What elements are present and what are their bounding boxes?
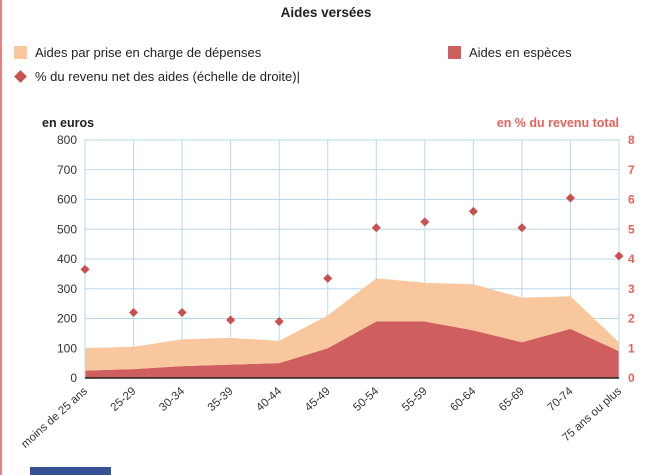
left-tick-label: 700 — [57, 163, 77, 177]
area-series-1 — [85, 278, 619, 371]
left-tick-label: 800 — [57, 133, 77, 147]
x-category-label: 60-64 — [448, 385, 478, 414]
right-tick-label: 3 — [628, 282, 635, 296]
percent-diamond-marker — [80, 264, 90, 274]
legend-item-percent: % du revenu net des aides (échelle de dr… — [14, 69, 300, 84]
legend-label-especes: Aides en espèces — [469, 44, 572, 60]
right-tick-label: 2 — [628, 312, 635, 326]
right-tick-label: 0 — [628, 371, 635, 385]
x-category-label: 40-44 — [254, 385, 284, 414]
legend-item-especes: Aides en espèces — [448, 45, 572, 60]
left-axis-title: en euros — [42, 116, 95, 130]
x-category-label: 45-49 — [303, 385, 333, 414]
percent-diamond-marker — [420, 217, 430, 227]
percent-diamond-marker — [177, 308, 187, 318]
legend-swatch-percent-diamond-icon — [14, 69, 27, 83]
legend: Aides par prise en charge de dépenses Ai… — [14, 40, 644, 88]
percent-diamond-marker — [468, 206, 478, 216]
percent-diamond-marker — [129, 308, 139, 318]
right-axis-title: en % du revenu total — [496, 116, 619, 130]
percent-diamond-marker — [565, 193, 575, 203]
x-category-label: 70-74 — [546, 385, 576, 414]
left-tick-label: 500 — [57, 222, 77, 236]
bottom-blue-strip — [30, 467, 111, 475]
x-category-label: 30-34 — [157, 385, 187, 414]
legend-swatch-depenses-icon — [14, 45, 27, 59]
right-tick-label: 8 — [628, 133, 635, 147]
page-title: Aides versées — [280, 5, 372, 20]
percent-diamond-marker — [517, 223, 527, 233]
left-tick-label: 600 — [57, 193, 77, 207]
percent-diamond-marker — [323, 273, 333, 283]
percent-diamond-marker — [371, 223, 381, 233]
x-category-label: 50-54 — [351, 385, 381, 414]
legend-row-2: % du revenu net des aides (échelle de dr… — [14, 64, 644, 88]
x-category-label: moins de 25 ans — [19, 385, 90, 451]
right-tick-label: 5 — [628, 222, 635, 236]
right-tick-label: 4 — [628, 252, 635, 266]
chart-svg: 0 100 200 300 400 500 600 700 800 0 1 2 3 4 5 6 7 8 moins … — [19, 133, 635, 451]
left-tick-label: 200 — [57, 312, 77, 326]
legend-row-1: Aides par prise en charge de dépenses Ai… — [14, 40, 644, 64]
x-category-label: 55-59 — [400, 385, 430, 414]
legend-label-depenses: Aides par prise en charge de dépenses — [35, 44, 262, 60]
legend-item-depenses: Aides par prise en charge de dépenses — [14, 45, 448, 60]
right-tick-label: 6 — [628, 193, 635, 207]
left-tick-label: 300 — [57, 282, 77, 296]
percent-diamond-marker — [614, 251, 624, 261]
percent-diamond-marker — [274, 316, 284, 326]
x-category-label: 65-69 — [497, 385, 527, 414]
right-tick-label: 7 — [628, 163, 635, 177]
x-category-label: 25-29 — [109, 385, 139, 414]
x-category-label: 35-39 — [206, 385, 236, 414]
left-tick-label: 400 — [57, 252, 77, 266]
left-tick-label: 100 — [57, 341, 77, 355]
right-tick-label: 1 — [628, 341, 635, 355]
page-left-border — [0, 0, 2, 475]
legend-swatch-especes-icon — [448, 45, 461, 59]
percent-diamond-marker — [226, 315, 236, 325]
area-series-0 — [85, 321, 619, 378]
left-tick-label: 0 — [70, 371, 77, 385]
legend-label-percent: % du revenu net des aides (échelle de dr… — [35, 68, 300, 84]
